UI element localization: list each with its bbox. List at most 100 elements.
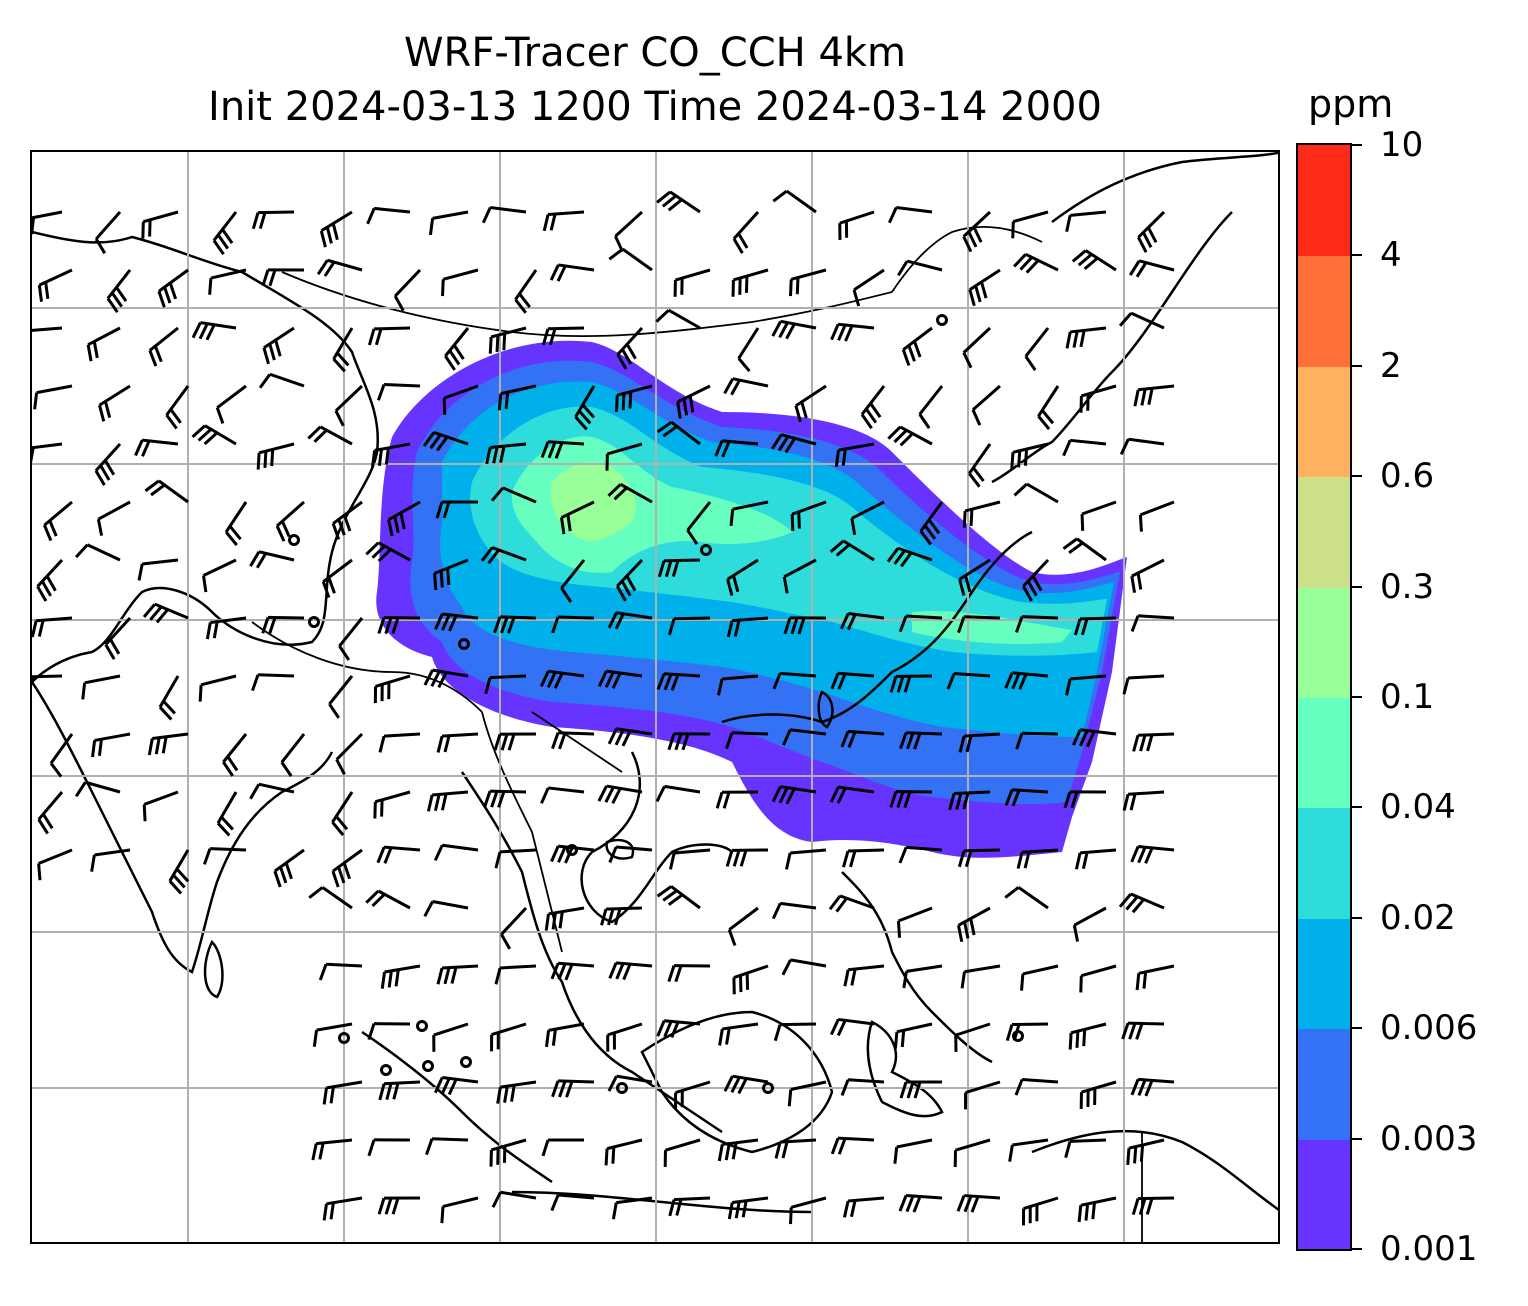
wind-barb <box>723 1074 769 1095</box>
wind-barb <box>964 1080 1001 1110</box>
calm-wind-marker <box>458 638 470 650</box>
wind-barb <box>656 420 701 446</box>
wind-barb <box>954 1022 991 1052</box>
coastline-taiwan <box>817 690 834 729</box>
wind-barb <box>956 906 991 943</box>
wind-barb <box>366 206 411 225</box>
plume-level-5 <box>511 436 1073 644</box>
wind-barb <box>732 210 760 254</box>
wind-barb <box>367 1022 411 1041</box>
wind-barb <box>608 845 653 864</box>
wind-barb <box>893 1022 933 1049</box>
wind-barb <box>772 671 817 690</box>
colorbar-segment <box>1298 586 1350 698</box>
wind-barb <box>331 791 354 837</box>
border-himalaya <box>251 621 483 713</box>
wind-barb <box>919 501 944 546</box>
colorbar-tick-label: 0.1 <box>1380 677 1435 717</box>
wind-barb <box>901 326 933 366</box>
wind-barb <box>893 1138 933 1164</box>
colorbar-tick <box>1352 806 1362 809</box>
wind-barb <box>773 1022 817 1042</box>
wind-barb <box>830 1136 875 1155</box>
wind-barb <box>514 269 538 314</box>
wind-barb <box>393 268 422 312</box>
colorbar-tick-label: 0.006 <box>1380 1008 1478 1049</box>
wind-barb <box>251 210 295 230</box>
wind-barb <box>1130 558 1165 593</box>
wind-barb <box>541 1138 585 1157</box>
wind-barb <box>332 327 354 373</box>
wind-barb <box>331 848 363 888</box>
wind-barb <box>1004 886 1049 910</box>
wind-barb <box>962 500 1001 528</box>
wind-barb <box>158 675 180 721</box>
wind-barb <box>655 308 701 330</box>
colorbar-unit-label: ppm <box>1308 82 1394 126</box>
wind-barb <box>1079 1080 1117 1109</box>
wind-barb <box>43 500 73 542</box>
wind-barb <box>104 616 132 660</box>
wind-barb <box>790 500 827 532</box>
calm-wind-marker <box>422 1060 434 1072</box>
wind-barb <box>261 615 305 634</box>
wind-barb <box>549 263 595 282</box>
wind-barb <box>1013 252 1059 274</box>
colorbar-tick <box>1352 254 1362 257</box>
wind-barb <box>655 784 701 803</box>
wind-barb <box>1079 384 1117 413</box>
wind-barb <box>86 326 121 362</box>
wind-barb <box>725 731 769 750</box>
coastline-indochina <box>460 771 723 1134</box>
wind-barb <box>889 790 933 809</box>
wind-barb <box>1022 558 1050 602</box>
wind-barb <box>215 384 247 424</box>
wind-barb <box>33 384 73 410</box>
wind-barb <box>785 848 827 870</box>
wind-barb <box>202 558 237 593</box>
wind-barb <box>32 674 63 694</box>
wind-barb <box>98 384 131 422</box>
wind-barb <box>1068 1022 1107 1050</box>
wind-barb <box>663 1138 701 1167</box>
wind-barb <box>321 558 353 598</box>
wind-barb <box>783 616 827 635</box>
wind-barb <box>212 211 238 256</box>
wind-barb <box>378 732 421 753</box>
wind-barb <box>544 1022 585 1048</box>
wind-barb <box>727 1196 769 1220</box>
wind-barb <box>902 964 943 989</box>
colorbar-segment <box>1298 807 1350 919</box>
wind-barb <box>436 732 479 753</box>
wind-barb <box>828 894 875 913</box>
wind-barb <box>899 1080 943 1099</box>
wind-barb <box>770 433 817 454</box>
wind-barb <box>251 673 295 692</box>
wind-barb <box>962 326 992 369</box>
wind-barb <box>953 1138 991 1167</box>
wind-barb <box>1074 848 1117 870</box>
wind-barb <box>1073 616 1117 636</box>
colorbar-tick-label: 4 <box>1380 235 1402 276</box>
wind-barb <box>789 1196 827 1225</box>
wind-barb <box>604 1138 643 1166</box>
wind-barb <box>605 442 643 471</box>
wind-barbs <box>32 189 1175 1226</box>
wind-barb <box>312 1022 353 1047</box>
wind-barb <box>380 964 421 989</box>
wind-barb <box>205 616 247 640</box>
wind-barb <box>481 206 527 224</box>
colorbar-tick-label: 2 <box>1380 345 1402 386</box>
wind-barb <box>387 500 421 537</box>
wind-barb <box>434 612 479 632</box>
wind-barb <box>667 964 711 983</box>
wind-barb <box>334 384 364 427</box>
colorbar-tick <box>1352 585 1362 588</box>
wind-barb <box>485 442 527 465</box>
colorbar-tick <box>1352 916 1362 919</box>
wind-barb <box>1062 438 1107 457</box>
colorbar-tick-label: 0.001 <box>1380 1229 1478 1269</box>
wind-barb <box>1137 210 1166 253</box>
wind-barb <box>142 790 179 822</box>
wind-barb <box>493 732 537 751</box>
